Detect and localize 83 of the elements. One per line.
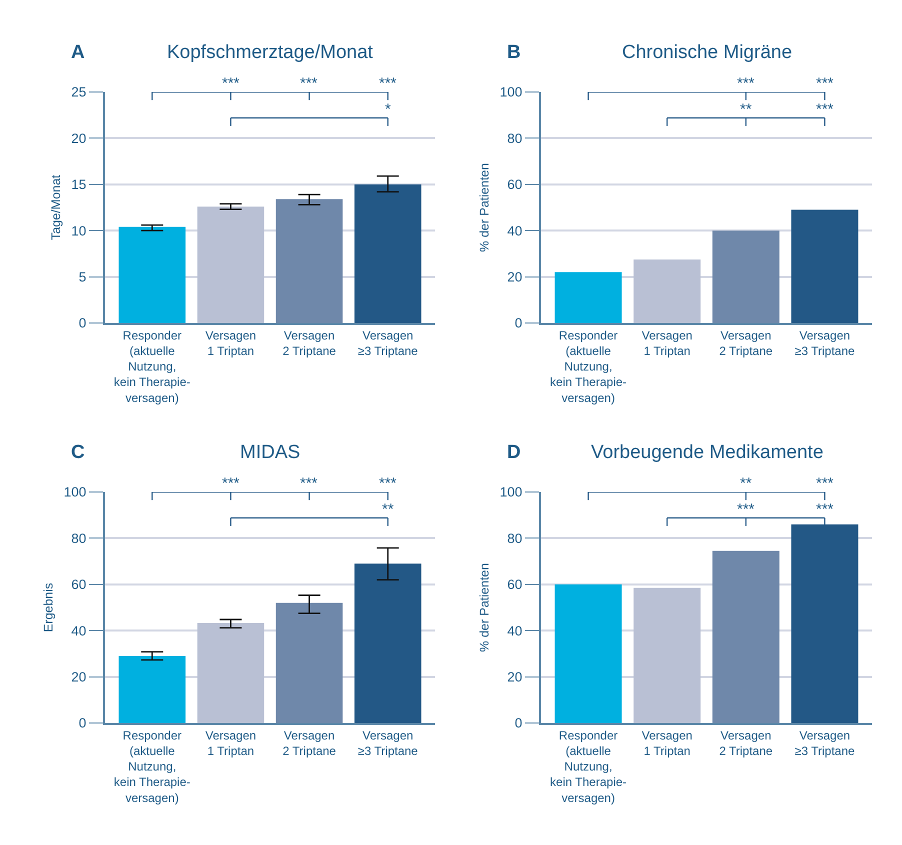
bar bbox=[276, 199, 343, 323]
annotation: *** bbox=[379, 475, 397, 492]
y-axis-title: % der Patienten bbox=[477, 562, 492, 652]
y-tick-label: 100 bbox=[64, 484, 86, 500]
bar bbox=[354, 184, 422, 323]
y-tick-label: 20 bbox=[71, 130, 86, 146]
annotation: *** bbox=[300, 475, 318, 492]
x-tick-label: Versagen ≥3 Triptane bbox=[358, 328, 418, 358]
y-tick-label: 40 bbox=[507, 623, 522, 638]
annotation: *** bbox=[816, 475, 834, 492]
y-tick-label: 0 bbox=[78, 716, 86, 731]
y-tick-label: 0 bbox=[514, 316, 522, 331]
y-tick-label: 100 bbox=[500, 84, 522, 100]
bar bbox=[554, 272, 622, 323]
annotation: ** bbox=[740, 475, 752, 492]
y-tick-label: 5 bbox=[78, 270, 86, 285]
y-tick-label: 80 bbox=[507, 530, 522, 546]
y-tick-label: 0 bbox=[514, 716, 522, 731]
bar bbox=[634, 259, 701, 323]
x-tick-label: Versagen 1 Triptan bbox=[642, 328, 692, 358]
bar bbox=[118, 656, 186, 723]
y-tick-label: 60 bbox=[507, 177, 522, 192]
y-tick-label: 0 bbox=[78, 316, 86, 331]
y-tick-label: 100 bbox=[500, 484, 522, 500]
x-tick-label: Versagen 1 Triptan bbox=[205, 728, 256, 758]
y-axis-title: Ergebnis bbox=[41, 582, 56, 632]
text: C bbox=[71, 442, 85, 463]
y-tick-label: 40 bbox=[71, 623, 86, 638]
bar bbox=[634, 588, 701, 723]
annotation: *** bbox=[816, 75, 834, 92]
x-tick-label: Responder (aktuelle Nutzung, kein Therapie- versagen) bbox=[114, 328, 190, 405]
x-tick-label: Responder (aktuelle Nutzung, kein Therapie- versagen) bbox=[550, 328, 627, 405]
y-tick-label: 60 bbox=[507, 577, 522, 592]
y-tick-label: 20 bbox=[71, 670, 86, 685]
y-axis-title: Tage/Monat bbox=[48, 174, 63, 240]
annotation: *** bbox=[222, 75, 240, 92]
annotation: ** bbox=[382, 501, 394, 518]
annotation: * bbox=[385, 101, 391, 118]
bar bbox=[712, 230, 780, 323]
x-tick-label: Versagen ≥3 Triptane bbox=[794, 728, 856, 758]
annotation: *** bbox=[737, 75, 755, 92]
x-tick-label: Versagen 2 Triptane bbox=[719, 328, 773, 358]
y-tick-label: 15 bbox=[71, 177, 86, 192]
bar bbox=[118, 226, 186, 323]
y-tick-label: 20 bbox=[507, 270, 522, 285]
bar bbox=[197, 622, 264, 723]
y-tick-label: 80 bbox=[507, 130, 522, 146]
x-tick-label: Versagen 1 Triptan bbox=[642, 728, 692, 758]
y-tick-label: 10 bbox=[71, 223, 86, 238]
chart-title: MIDAS bbox=[240, 442, 300, 463]
bar bbox=[276, 602, 343, 723]
annotation: *** bbox=[816, 501, 834, 518]
bar bbox=[354, 564, 422, 723]
bar bbox=[554, 584, 622, 723]
y-tick-label: 40 bbox=[507, 223, 522, 238]
x-tick-label: Versagen 2 Triptane bbox=[282, 728, 336, 758]
chart-title: Vorbeugende Medikamente bbox=[591, 442, 824, 463]
chart-title: Chronische Migräne bbox=[622, 42, 792, 63]
y-tick-label: 60 bbox=[71, 577, 86, 592]
x-tick-label: Responder (aktuelle Nutzung, kein Therapie- versagen) bbox=[114, 728, 190, 805]
y-tick-label: 80 bbox=[71, 530, 86, 546]
bar bbox=[712, 550, 780, 723]
annotation: ** bbox=[740, 101, 752, 118]
annotation: *** bbox=[816, 101, 834, 118]
bar bbox=[197, 206, 264, 323]
annotation: *** bbox=[300, 75, 318, 92]
annotation: *** bbox=[737, 501, 755, 518]
x-tick-label: Versagen ≥3 Triptane bbox=[794, 328, 856, 358]
x-tick-label: Versagen ≥3 Triptane bbox=[358, 728, 418, 758]
bar bbox=[791, 210, 858, 323]
y-axis-title: % der Patienten bbox=[477, 162, 492, 252]
text: A bbox=[71, 42, 85, 63]
x-tick-label: Responder (aktuelle Nutzung, kein Therapie- versagen) bbox=[550, 728, 627, 805]
x-tick-label: Versagen 1 Triptan bbox=[205, 328, 256, 358]
text: B bbox=[507, 42, 521, 63]
x-tick-label: Versagen 2 Triptane bbox=[719, 728, 773, 758]
text: D bbox=[507, 442, 521, 463]
chart-title: Kopfschmerztage/Monat bbox=[167, 42, 374, 63]
y-tick-label: 20 bbox=[507, 670, 522, 685]
annotation: *** bbox=[379, 75, 397, 92]
x-tick-label: Versagen 2 Triptane bbox=[282, 328, 336, 358]
y-tick-label: 25 bbox=[71, 84, 86, 100]
annotation: *** bbox=[222, 475, 240, 492]
